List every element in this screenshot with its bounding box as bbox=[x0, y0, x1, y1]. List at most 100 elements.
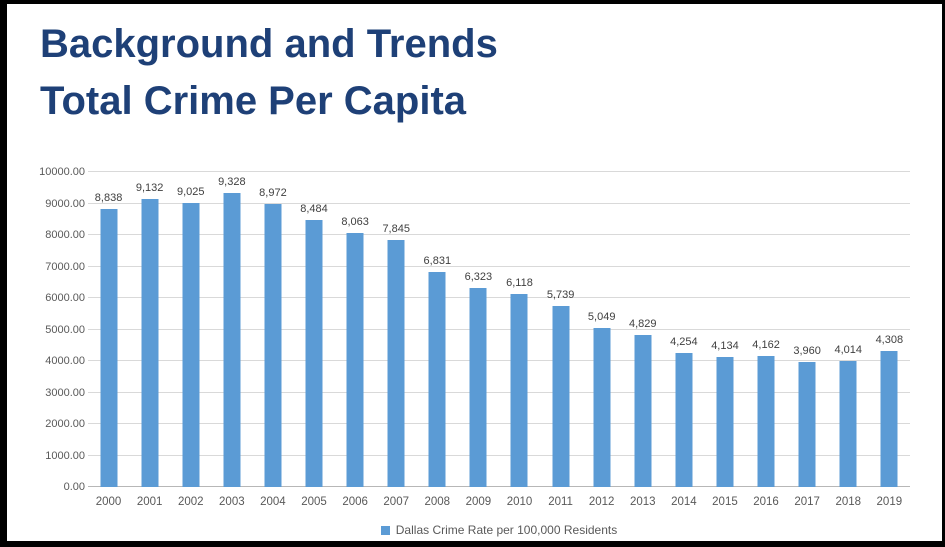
y-tick-label: 8000.00 bbox=[45, 229, 85, 241]
bar-column-2017: 3,960 2017 bbox=[787, 172, 828, 508]
gridline bbox=[88, 360, 910, 361]
bar-value-label: 9,328 bbox=[218, 176, 246, 189]
bar-column-2004: 8,972 2004 bbox=[252, 172, 293, 508]
y-axis: 0.00 1000.00 2000.00 3000.00 4000.00 5000.00 6… bbox=[7, 166, 88, 493]
x-axis-label-2001: 2001 bbox=[136, 496, 163, 508]
bar-2005 bbox=[305, 219, 323, 487]
bar-2017 bbox=[798, 362, 816, 487]
x-axis-label-2013: 2013 bbox=[629, 496, 656, 508]
gridline bbox=[88, 423, 910, 424]
x-axis-label-2007: 2007 bbox=[383, 496, 409, 508]
bar-column-2002: 9,025 2002 bbox=[170, 172, 211, 508]
bar-2012 bbox=[593, 327, 611, 487]
bar-value-label: 6,831 bbox=[423, 254, 452, 267]
bar-2011 bbox=[552, 306, 570, 487]
y-tick-label: 2000.00 bbox=[45, 418, 85, 430]
bar-column-2007: 7,845 2007 bbox=[376, 172, 417, 508]
bar-value-label: 4,308 bbox=[875, 334, 904, 347]
bar-value-label: 6,323 bbox=[464, 270, 493, 283]
gridline bbox=[88, 328, 910, 330]
gridline bbox=[88, 391, 910, 393]
y-tick-label: 5000.00 bbox=[45, 323, 85, 336]
bar-2013 bbox=[634, 334, 652, 487]
bar-2006 bbox=[346, 233, 364, 487]
bar-value-label: 8,484 bbox=[300, 202, 328, 215]
x-axis-label-2018: 2018 bbox=[835, 496, 862, 508]
x-axis-label-2015: 2015 bbox=[712, 496, 738, 508]
bar-2015 bbox=[716, 356, 734, 487]
plot-area: 8,838 2000 9,132 2001 9,025 2002 9,328 2003 8,97… bbox=[88, 171, 910, 508]
bar-value-label: 4,829 bbox=[629, 317, 657, 330]
legend-swatch-icon bbox=[380, 525, 390, 535]
bar-column-2010: 6,118 2010 bbox=[499, 172, 540, 508]
gridline bbox=[88, 202, 910, 204]
bar-column-2015: 4,134 2015 bbox=[704, 172, 745, 508]
bar-2019 bbox=[880, 351, 898, 487]
title-line-2: Total Crime Per Capita bbox=[40, 79, 467, 123]
legend: Dallas Crime Rate per 100,000 Residents bbox=[88, 523, 910, 537]
bar-column-2003: 9,328 2003 bbox=[211, 172, 252, 508]
x-axis-label-2009: 2009 bbox=[465, 496, 492, 508]
x-axis-label-2017: 2017 bbox=[794, 496, 820, 508]
bar-column-2013: 4,829 2013 bbox=[622, 172, 663, 508]
bar-value-label: 8,838 bbox=[94, 191, 123, 204]
x-axis-label-2003: 2003 bbox=[219, 496, 245, 508]
bar-2003 bbox=[223, 193, 241, 487]
bar-value-label: 4,254 bbox=[670, 336, 698, 348]
x-axis-line bbox=[88, 486, 910, 487]
bar-column-2012: 5,049 2012 bbox=[581, 172, 622, 508]
bar-2000 bbox=[100, 208, 118, 487]
x-axis-label-2000: 2000 bbox=[95, 496, 122, 508]
bar-column-2014: 4,254 2014 bbox=[663, 172, 704, 508]
legend-label: Dallas Crime Rate per 100,000 Residents bbox=[395, 523, 618, 537]
y-tick-label: 7000.00 bbox=[45, 260, 85, 273]
gridline bbox=[88, 265, 910, 267]
bar-value-label: 4,134 bbox=[711, 339, 739, 352]
bar-2014 bbox=[675, 353, 693, 487]
y-tick-label: 0.00 bbox=[63, 481, 85, 493]
bar-value-label: 9,132 bbox=[135, 182, 164, 195]
bar-columns: 8,838 2000 9,132 2001 9,025 2002 9,328 2003 8,97… bbox=[88, 172, 910, 508]
bar-2001 bbox=[141, 199, 159, 487]
bar-value-label: 6,118 bbox=[506, 277, 533, 290]
gridline bbox=[88, 297, 910, 298]
bar-value-label: 8,063 bbox=[341, 216, 369, 229]
bar-2007 bbox=[387, 239, 405, 487]
bar-column-2018: 4,014 2018 bbox=[828, 172, 869, 508]
y-tick-label: 3000.00 bbox=[45, 386, 85, 399]
x-axis-label-2005: 2005 bbox=[301, 496, 327, 508]
bar-2004 bbox=[264, 204, 282, 487]
y-tick-label: 1000.00 bbox=[45, 449, 85, 462]
gridline bbox=[88, 171, 910, 172]
x-axis-label-2006: 2006 bbox=[342, 496, 368, 508]
y-tick-label: 4000.00 bbox=[45, 355, 85, 367]
bar-value-label: 9,025 bbox=[176, 185, 205, 198]
bar-value-label: 4,014 bbox=[834, 343, 862, 356]
bar-chart: 0.00 1000.00 2000.00 3000.00 4000.00 5000.00 6… bbox=[7, 166, 942, 508]
bar-column-2016: 4,162 2016 bbox=[746, 172, 787, 508]
bar-2010 bbox=[510, 294, 528, 487]
bar-column-2000: 8,838 2000 bbox=[88, 172, 129, 508]
bar-value-label: 7,845 bbox=[382, 222, 410, 235]
x-axis-label-2012: 2012 bbox=[588, 496, 615, 508]
x-axis-label-2004: 2004 bbox=[260, 496, 286, 508]
bar-2018 bbox=[839, 360, 857, 487]
y-tick-label: 6000.00 bbox=[45, 292, 85, 304]
bar-value-label: 5,739 bbox=[546, 289, 575, 302]
x-axis-label-2019: 2019 bbox=[876, 496, 903, 508]
bar-2002 bbox=[182, 202, 200, 487]
bar-column-2019: 4,308 2019 bbox=[869, 172, 910, 508]
y-tick-label: 9000.00 bbox=[45, 197, 85, 210]
bar-column-2011: 5,739 2011 bbox=[540, 172, 581, 508]
x-axis-label-2008: 2008 bbox=[424, 496, 451, 508]
x-axis-label-2010: 2010 bbox=[506, 496, 533, 508]
y-tick-label: 10000.00 bbox=[39, 166, 85, 178]
gridline bbox=[88, 234, 910, 235]
bar-2008 bbox=[428, 271, 446, 487]
bar-value-label: 8,972 bbox=[259, 187, 287, 200]
bar-2009 bbox=[469, 287, 487, 487]
x-axis-label-2016: 2016 bbox=[753, 496, 779, 508]
title-line-1: Background and Trends bbox=[40, 22, 498, 66]
bar-value-label: 3,960 bbox=[793, 345, 821, 358]
